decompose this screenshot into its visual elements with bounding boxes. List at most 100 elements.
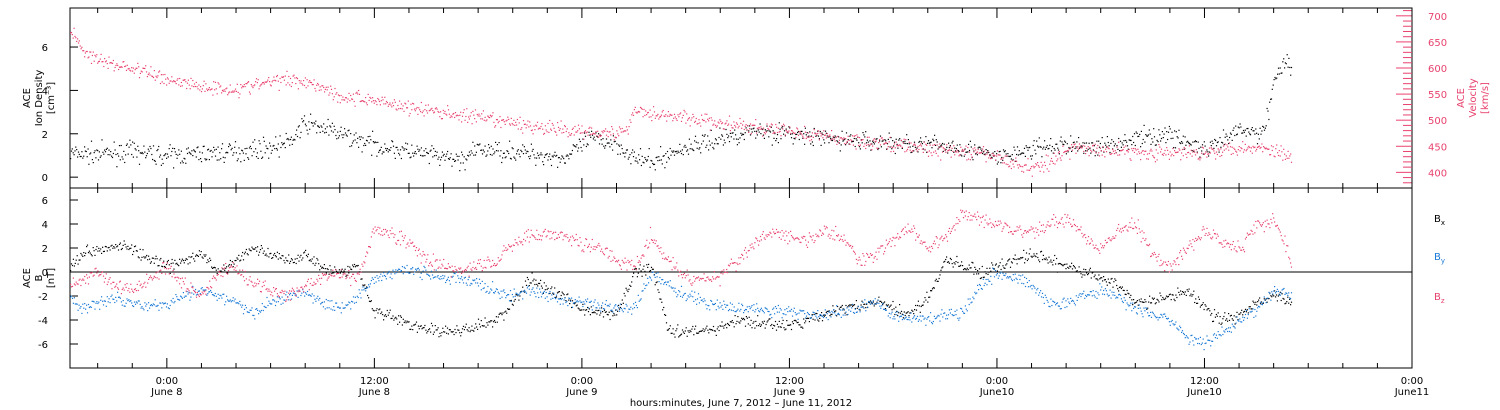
velocity-point xyxy=(1152,155,1154,157)
velocity-point xyxy=(961,150,963,152)
bx-point xyxy=(723,327,725,329)
ion-density-point xyxy=(736,144,738,146)
ion-density-point xyxy=(605,145,607,147)
velocity-point xyxy=(468,116,470,118)
by-point xyxy=(203,289,205,291)
velocity-point xyxy=(185,81,187,83)
by-point xyxy=(619,303,621,305)
bx-point xyxy=(1273,295,1275,297)
velocity-point xyxy=(444,110,446,113)
velocity-point xyxy=(1060,159,1062,161)
velocity-point xyxy=(1269,154,1271,156)
bx-point xyxy=(992,264,994,266)
bx-point xyxy=(840,306,842,308)
velocity-point xyxy=(1026,169,1028,171)
bx-point xyxy=(156,258,158,260)
velocity-point xyxy=(502,119,505,121)
bx-point xyxy=(308,260,310,262)
velocity-point xyxy=(1280,145,1282,147)
bx-point xyxy=(1170,299,1172,301)
velocity-point xyxy=(606,130,608,132)
by-point xyxy=(564,297,566,299)
ion-density-point xyxy=(1223,144,1225,146)
velocity-point xyxy=(490,116,492,118)
velocity-point xyxy=(670,114,672,116)
bx-point xyxy=(700,330,702,332)
bx-point xyxy=(296,257,298,260)
velocity-point xyxy=(282,76,285,78)
velocity-point xyxy=(992,155,994,157)
bx-point xyxy=(1026,259,1028,262)
ion-density-point xyxy=(637,162,639,164)
bx-point xyxy=(1048,256,1050,258)
by-point xyxy=(485,291,487,293)
ion-density-point xyxy=(263,140,265,142)
ion-density-point xyxy=(1069,148,1071,150)
bx-point xyxy=(191,256,193,258)
velocity-point xyxy=(215,88,217,90)
ion-density-point xyxy=(914,146,916,148)
velocity-point xyxy=(308,81,310,83)
bx-point xyxy=(704,329,706,331)
velocity-point xyxy=(1236,151,1238,153)
bx-point xyxy=(294,258,296,260)
by-point xyxy=(406,264,408,267)
velocity-point xyxy=(278,89,280,91)
velocity-point xyxy=(266,81,268,83)
bx-point xyxy=(138,257,140,259)
ion-density-point xyxy=(941,142,944,145)
bx-point xyxy=(419,325,421,327)
ion-density-point xyxy=(844,138,846,140)
by-point xyxy=(302,289,304,291)
velocity-point xyxy=(402,105,404,107)
ion-density-point xyxy=(1098,146,1101,148)
velocity-point xyxy=(769,125,771,127)
velocity-point xyxy=(167,78,169,80)
ion-density-point xyxy=(1117,148,1119,150)
by-point xyxy=(376,275,378,277)
velocity-point xyxy=(730,124,732,126)
bx-point xyxy=(246,253,248,255)
by-point xyxy=(484,283,486,285)
velocity-point xyxy=(1217,148,1219,150)
bx-point xyxy=(974,266,976,268)
bx-point xyxy=(71,264,74,267)
ion-density-point xyxy=(905,142,907,145)
velocity-point xyxy=(1149,150,1151,152)
ion-density-point xyxy=(858,142,860,144)
velocity-point xyxy=(1098,155,1101,157)
velocity-point xyxy=(901,146,903,148)
by-point xyxy=(91,300,93,302)
ion-density-point xyxy=(459,170,461,172)
ion-density-point xyxy=(1257,133,1259,135)
bx-point xyxy=(574,302,576,304)
by-point xyxy=(289,292,292,294)
ion-density-point xyxy=(946,146,948,148)
ion-density-point xyxy=(378,151,380,153)
velocity-point xyxy=(481,118,484,120)
velocity-point xyxy=(952,150,954,152)
bx-point xyxy=(502,312,504,314)
velocity-point xyxy=(205,83,207,85)
by-point xyxy=(124,305,126,307)
bx-point xyxy=(482,325,484,327)
by-point xyxy=(517,294,519,296)
velocity-point xyxy=(1206,156,1208,158)
ion-density-point xyxy=(550,158,552,160)
velocity-point xyxy=(466,108,468,110)
by-point xyxy=(431,274,434,276)
bx-point xyxy=(537,285,539,287)
velocity-point xyxy=(191,85,193,87)
velocity-point xyxy=(1242,141,1244,143)
ion-density-point xyxy=(824,130,827,132)
by-point xyxy=(104,300,106,302)
velocity-point xyxy=(907,146,909,148)
bx-point xyxy=(784,329,786,331)
by-point xyxy=(192,285,194,287)
bx-point xyxy=(982,276,984,278)
velocity-point xyxy=(929,144,931,146)
bx-point xyxy=(1061,264,1063,266)
ion-density-point xyxy=(1262,125,1264,127)
velocity-point xyxy=(435,107,437,109)
velocity-point xyxy=(840,137,842,139)
